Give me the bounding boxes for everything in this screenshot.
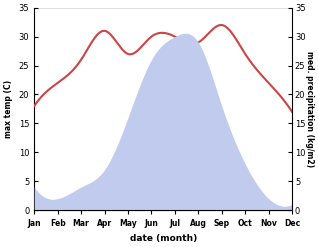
X-axis label: date (month): date (month) [129,234,197,243]
Y-axis label: med. precipitation (kg/m2): med. precipitation (kg/m2) [305,51,314,167]
Y-axis label: max temp (C): max temp (C) [4,80,13,138]
